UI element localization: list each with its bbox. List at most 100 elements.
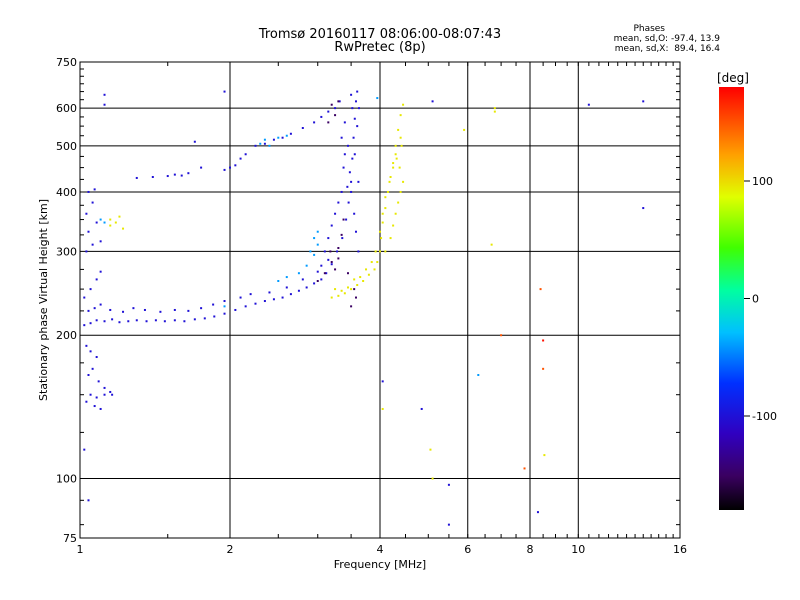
data-points: [83, 90, 645, 526]
data-point: [353, 278, 356, 281]
data-point: [353, 117, 356, 120]
data-point: [99, 303, 102, 306]
data-point: [539, 288, 542, 291]
data-point: [313, 282, 316, 285]
data-point: [281, 136, 284, 139]
data-point: [99, 270, 102, 273]
data-point: [334, 212, 337, 215]
data-point: [305, 264, 308, 267]
y-axis-label: Stationary phase Virtual Height [km]: [37, 199, 50, 401]
data-point: [313, 237, 316, 240]
data-point: [173, 319, 176, 322]
data-point: [135, 319, 138, 322]
data-point: [316, 243, 319, 246]
data-point: [346, 185, 349, 188]
data-point: [357, 107, 360, 110]
data-point: [381, 221, 384, 224]
phase-box-title: Phases: [633, 24, 665, 34]
data-point: [374, 250, 377, 253]
data-point: [345, 218, 348, 221]
data-point: [285, 134, 288, 137]
data-point: [97, 380, 100, 383]
data-point: [151, 175, 154, 178]
data-point: [330, 103, 333, 106]
data-point: [343, 153, 346, 156]
data-point: [93, 188, 96, 191]
data-point: [122, 310, 125, 313]
data-point: [330, 261, 333, 264]
data-point: [103, 393, 106, 396]
data-point: [397, 201, 400, 204]
data-point: [389, 237, 392, 240]
y-tick-label: 400: [56, 186, 77, 199]
data-point: [397, 128, 400, 131]
data-point: [87, 374, 90, 377]
data-point: [379, 230, 381, 233]
data-point: [394, 212, 397, 215]
data-point: [99, 218, 102, 221]
colorbar: [719, 87, 744, 510]
data-point: [376, 97, 379, 100]
data-point: [346, 286, 349, 289]
data-point: [89, 322, 92, 325]
data-point: [330, 263, 333, 266]
data-point: [83, 324, 86, 327]
data-point: [254, 302, 257, 305]
data-point: [357, 180, 360, 183]
data-point: [395, 157, 398, 160]
data-point: [381, 380, 384, 383]
data-point: [85, 212, 88, 215]
data-point: [376, 261, 379, 264]
data-point: [91, 367, 94, 370]
data-point: [87, 230, 90, 233]
data-point: [85, 400, 88, 403]
data-point: [95, 396, 98, 399]
data-point: [118, 215, 121, 218]
data-point: [330, 296, 333, 299]
data-point: [384, 196, 387, 199]
data-point: [447, 523, 450, 526]
data-point: [463, 128, 466, 131]
data-point: [350, 190, 353, 193]
data-point: [203, 317, 206, 320]
data-point: [329, 250, 332, 253]
data-point: [386, 190, 389, 193]
data-point: [91, 243, 94, 246]
data-point: [154, 319, 157, 322]
data-point: [380, 237, 383, 240]
data-point: [337, 257, 340, 260]
data-point: [223, 312, 226, 315]
y-tick-label: 200: [56, 329, 77, 342]
data-point: [642, 207, 645, 210]
y-tick-label: 600: [56, 102, 77, 115]
axes: 1 2 4 6 8 10 16 75 100 200 300 400 500 600 750: [56, 56, 687, 556]
data-point: [337, 100, 340, 103]
data-point: [323, 250, 326, 253]
data-point: [327, 110, 330, 113]
data-point: [103, 221, 106, 224]
x-tick-label: 8: [527, 543, 534, 556]
data-point: [309, 250, 312, 253]
data-point: [111, 393, 114, 396]
data-point: [351, 157, 354, 160]
data-point: [297, 272, 300, 275]
data-point: [109, 308, 112, 311]
data-point: [353, 288, 356, 291]
data-point: [356, 90, 359, 93]
data-point: [83, 296, 86, 299]
data-point: [301, 278, 304, 281]
data-point: [313, 121, 316, 124]
data-point: [95, 278, 98, 281]
data-point: [166, 175, 169, 178]
data-point: [346, 144, 349, 147]
data-point: [285, 286, 288, 289]
data-point: [320, 264, 323, 267]
data-point: [95, 356, 98, 359]
data-point: [350, 93, 353, 96]
data-point: [234, 308, 237, 311]
data-point: [327, 121, 330, 124]
y-tick-label: 100: [56, 473, 77, 486]
colorbar-tick-label: 0: [752, 293, 759, 306]
data-point: [109, 390, 112, 393]
data-point: [348, 171, 351, 174]
